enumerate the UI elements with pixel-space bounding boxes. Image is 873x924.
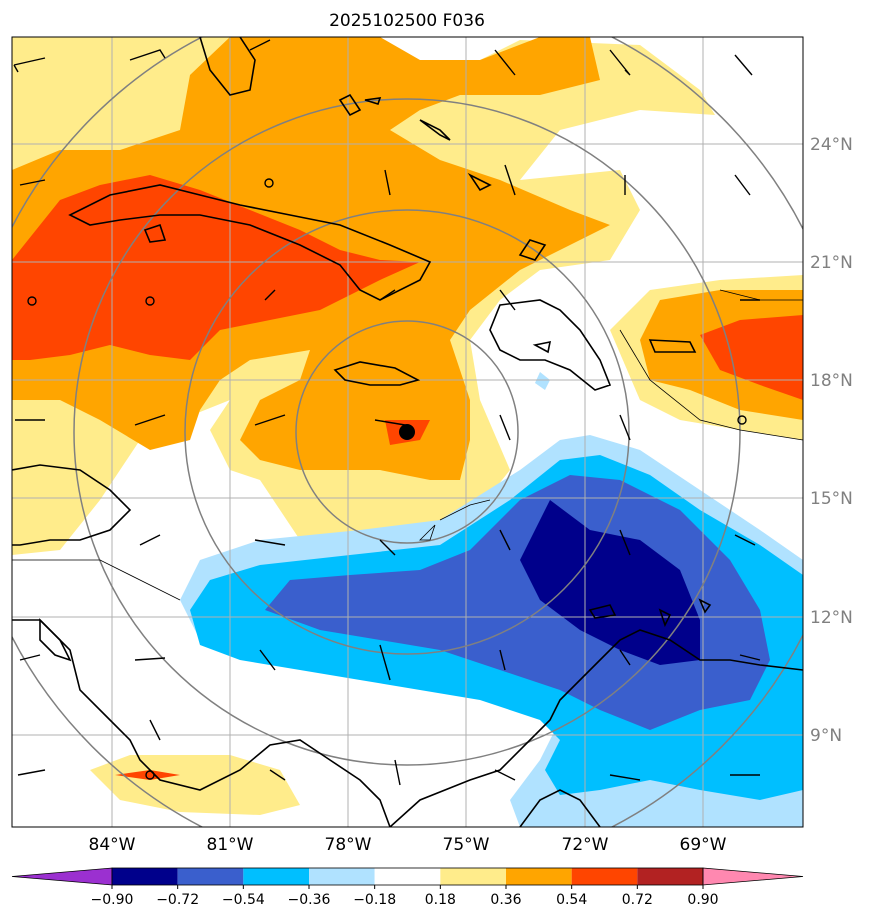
lon-label-81: 81°W <box>207 835 254 855</box>
colorbar-tick-label: −0.72 <box>156 892 199 908</box>
colorbar-segment <box>309 868 375 885</box>
lat-label-15: 15°N <box>810 489 853 509</box>
colorbar-extend-high <box>702 867 804 886</box>
contour-navy <box>520 500 700 665</box>
colorbar-tick-label: −0.90 <box>91 892 134 908</box>
lat-label-12: 12°N <box>810 608 853 628</box>
colorbar-segment <box>177 868 244 885</box>
map-area <box>12 37 803 827</box>
lon-label-69: 69°W <box>680 835 727 855</box>
colorbar-tick-label: 0.90 <box>687 892 718 908</box>
map-frame <box>11 36 804 828</box>
colorbar-extend-low <box>11 867 113 886</box>
lon-label-84: 84°W <box>89 835 136 855</box>
colorbar-segment <box>506 868 572 885</box>
gridlines <box>12 37 803 827</box>
colorbar-tick-label: 0.36 <box>490 892 521 908</box>
colorbar-segment <box>637 868 703 885</box>
lon-labels: 84°W 81°W 78°W 75°W 72°W 69°W <box>89 835 727 855</box>
colorbar-tick-label: 0.54 <box>556 892 587 908</box>
colorbar-segment <box>112 868 178 885</box>
colorbar-segment <box>243 868 309 885</box>
lat-labels: 24°N 21°N 18°N 15°N 12°N 9°N <box>810 135 853 746</box>
colorbar-segment <box>571 868 638 885</box>
range-rings <box>12 37 803 827</box>
lat-label-24: 24°N <box>810 135 853 155</box>
lon-label-72: 72°W <box>562 835 609 855</box>
calm-circles <box>27 178 747 780</box>
lon-label-78: 78°W <box>325 835 372 855</box>
colorbar: −0.90 −0.72 −0.54 −0.36 −0.18 0.18 0.36 0.54 0.7… <box>11 867 804 908</box>
lat-label-9: 9°N <box>810 726 842 746</box>
lat-label-21: 21°N <box>810 253 853 273</box>
map-title: 2025102500 F036 <box>329 11 485 31</box>
lat-label-18: 18°N <box>810 371 853 391</box>
colorbar-segment <box>440 868 506 885</box>
lon-label-75: 75°W <box>443 835 490 855</box>
coastlines <box>12 37 803 827</box>
colorbar-tick-label: −0.54 <box>222 892 265 908</box>
center-marker <box>399 424 415 440</box>
colorbar-outline <box>111 867 704 886</box>
colorbar-tick-label: 0.72 <box>622 892 653 908</box>
colorbar-tick-label: 0.18 <box>425 892 456 908</box>
colorbar-segment <box>374 868 441 885</box>
colorbar-tick-label: −0.36 <box>288 892 331 908</box>
wind-barbs <box>13 39 761 786</box>
colorbar-tick-label: −0.18 <box>353 892 396 908</box>
borders <box>12 289 803 601</box>
